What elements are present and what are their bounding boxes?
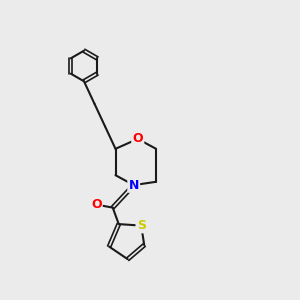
Text: S: S	[137, 219, 146, 232]
Text: N: N	[128, 178, 139, 192]
Text: O: O	[91, 198, 101, 211]
Text: O: O	[133, 132, 143, 146]
